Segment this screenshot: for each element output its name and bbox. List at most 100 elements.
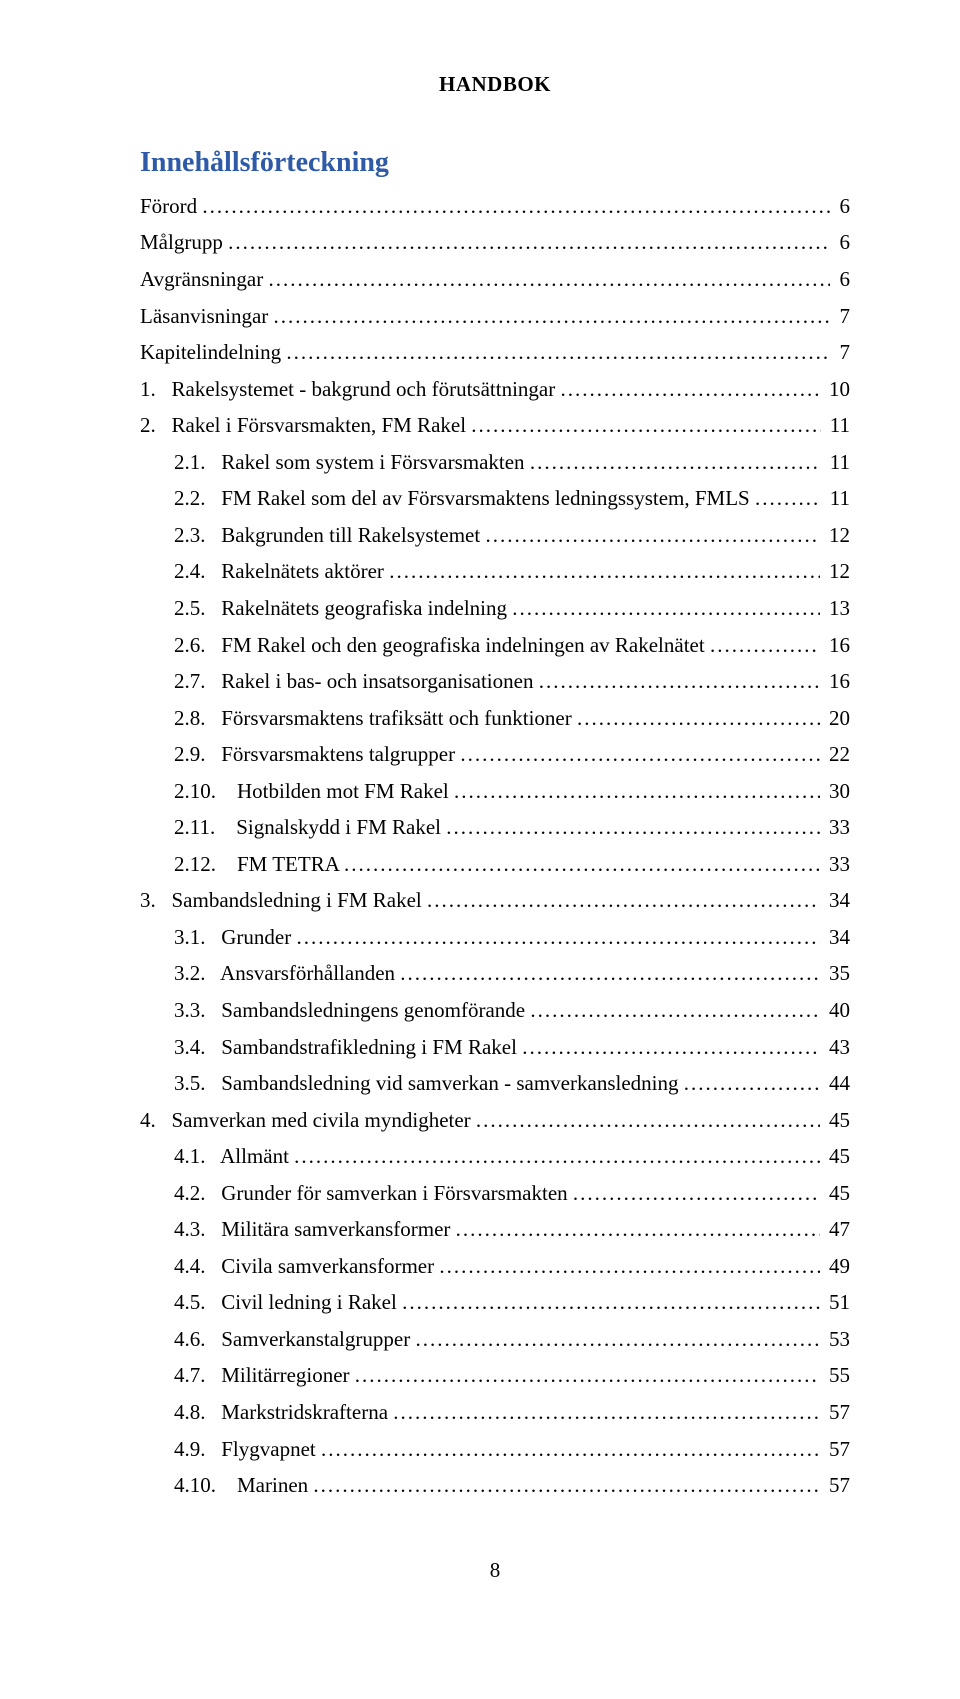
- toc-leader-dots: [355, 1359, 820, 1392]
- toc-entry-page: 20: [820, 702, 850, 735]
- toc-entry-label: 3.4. Sambandstrafikledning i FM Rakel: [140, 1031, 522, 1064]
- toc-entry: 2.5. Rakelnätets geografiska indelning 1…: [140, 590, 850, 627]
- toc-entry: 2.1. Rakel som system i Försvarsmakten 1…: [140, 444, 850, 481]
- toc-entry-label: 3.3. Sambandsledningens genomförande: [140, 994, 530, 1027]
- toc-entry-page: 30: [820, 775, 850, 808]
- toc-leader-dots: [577, 702, 820, 735]
- toc-entry-label: 2. Rakel i Försvarsmakten, FM Rakel: [140, 409, 471, 442]
- toc-entry: 4.3. Militära samverkansformer 47: [140, 1211, 850, 1248]
- toc-entry: 3.2. Ansvarsförhållanden 35: [140, 955, 850, 992]
- toc-entry: 4.4. Civila samverkansformer 49: [140, 1248, 850, 1285]
- toc-entry-page: 22: [820, 738, 850, 771]
- toc-entry-label: 3.5. Sambandsledning vid samverkan - sam…: [140, 1067, 684, 1100]
- toc-entry-label: 2.11. Signalskydd i FM Rakel: [140, 811, 446, 844]
- toc-entry: Kapitelindelning 7: [140, 334, 850, 371]
- toc-leader-dots: [512, 592, 820, 625]
- toc-entry-label: 4.1. Allmänt: [140, 1140, 294, 1173]
- toc-entry-page: 6: [830, 190, 850, 223]
- toc-entry-page: 6: [830, 263, 850, 296]
- toc-entry-label: 2.12. FM TETRA: [140, 848, 344, 881]
- toc-entry-label: 4.8. Markstridskrafterna: [140, 1396, 393, 1429]
- toc-leader-dots: [313, 1469, 819, 1502]
- toc-entry-label: 4.6. Samverkanstalgrupper: [140, 1323, 415, 1356]
- toc-leader-dots: [415, 1323, 819, 1356]
- toc-entry-page: 13: [820, 592, 850, 625]
- toc-leader-dots: [344, 848, 820, 881]
- toc-entry: 2.12. FM TETRA 33: [140, 846, 850, 883]
- toc-leader-dots: [456, 1213, 820, 1246]
- toc-entry-page: 11: [821, 446, 850, 479]
- toc-entry: 4.1. Allmänt 45: [140, 1138, 850, 1175]
- toc-leader-dots: [286, 336, 830, 369]
- toc-leader-dots: [402, 1286, 820, 1319]
- toc-entry-page: 40: [820, 994, 850, 1027]
- toc-entry: 3. Sambandsledning i FM Rakel 34: [140, 882, 850, 919]
- toc-entry-page: 57: [820, 1433, 850, 1466]
- toc-entry: 2.7. Rakel i bas- och insatsorganisation…: [140, 663, 850, 700]
- toc-leader-dots: [296, 921, 819, 954]
- toc-entry: 4.10. Marinen 57: [140, 1467, 850, 1504]
- toc-entry-page: 45: [820, 1140, 850, 1173]
- toc-entry-label: Kapitelindelning: [140, 336, 286, 369]
- toc-entry-page: 11: [821, 482, 850, 515]
- toc-entry: Målgrupp 6: [140, 224, 850, 261]
- toc-entry-page: 45: [820, 1177, 850, 1210]
- toc-entry: 2.6. FM Rakel och den geografiska indeln…: [140, 627, 850, 664]
- toc-leader-dots: [269, 263, 831, 296]
- page-number: 8: [140, 1554, 850, 1587]
- toc-entry: 3.3. Sambandsledningens genomförande 40: [140, 992, 850, 1029]
- toc-leader-dots: [710, 629, 820, 662]
- toc-entry-page: 7: [830, 336, 850, 369]
- toc-entry-label: 2.9. Försvarsmaktens talgrupper: [140, 738, 460, 771]
- toc-entry-page: 35: [820, 957, 850, 990]
- toc-entry-label: Läsanvisningar: [140, 300, 274, 333]
- toc-entry-label: 2.1. Rakel som system i Försvarsmakten: [140, 446, 530, 479]
- toc-leader-dots: [560, 373, 819, 406]
- toc-leader-dots: [294, 1140, 820, 1173]
- toc-leader-dots: [684, 1067, 820, 1100]
- toc-entry-page: 51: [820, 1286, 850, 1319]
- toc-entry-label: 3.1. Grunder: [140, 921, 296, 954]
- toc-entry-label: 4.7. Militärregioner: [140, 1359, 355, 1392]
- toc-leader-dots: [427, 884, 820, 917]
- toc-entry-label: Avgränsningar: [140, 263, 269, 296]
- toc-entry: 2.4. Rakelnätets aktörer 12: [140, 553, 850, 590]
- toc-entry: 4.7. Militärregioner 55: [140, 1357, 850, 1394]
- running-head: HANDBOK: [140, 68, 850, 101]
- toc-entry: 4.6. Samverkanstalgrupper 53: [140, 1321, 850, 1358]
- toc-entry-label: 4.4. Civila samverkansformer: [140, 1250, 439, 1283]
- toc-leader-dots: [573, 1177, 820, 1210]
- toc-entry-page: 57: [820, 1469, 850, 1502]
- table-of-contents: Förord 6Målgrupp 6Avgränsningar 6Läsanvi…: [140, 188, 850, 1504]
- toc-entry: 3.1. Grunder 34: [140, 919, 850, 956]
- toc-entry-label: 4.10. Marinen: [140, 1469, 313, 1502]
- toc-entry-label: 4.2. Grunder för samverkan i Försvarsmak…: [140, 1177, 573, 1210]
- toc-entry-page: 49: [820, 1250, 850, 1283]
- toc-leader-dots: [393, 1396, 819, 1429]
- toc-entry: 4.8. Markstridskrafterna 57: [140, 1394, 850, 1431]
- toc-entry-page: 16: [820, 629, 850, 662]
- toc-entry-label: Målgrupp: [140, 226, 228, 259]
- toc-entry: 2.3. Bakgrunden till Rakelsystemet 12: [140, 517, 850, 554]
- toc-entry: Avgränsningar 6: [140, 261, 850, 298]
- toc-entry-label: 3.2. Ansvarsförhållanden: [140, 957, 400, 990]
- toc-leader-dots: [539, 665, 820, 698]
- toc-entry-page: 43: [820, 1031, 850, 1064]
- toc-entry: 2.11. Signalskydd i FM Rakel 33: [140, 809, 850, 846]
- toc-leader-dots: [400, 957, 819, 990]
- toc-entry: 4.9. Flygvapnet 57: [140, 1431, 850, 1468]
- toc-entry-label: 2.6. FM Rakel och den geografiska indeln…: [140, 629, 710, 662]
- toc-entry-page: 44: [820, 1067, 850, 1100]
- toc-entry-label: 2.5. Rakelnätets geografiska indelning: [140, 592, 512, 625]
- toc-entry-label: 4.9. Flygvapnet: [140, 1433, 321, 1466]
- toc-entry-page: 12: [820, 555, 850, 588]
- toc-leader-dots: [530, 446, 821, 479]
- toc-leader-dots: [454, 775, 820, 808]
- toc-entry-label: 2.10. Hotbilden mot FM Rakel: [140, 775, 454, 808]
- toc-entry-page: 33: [820, 848, 850, 881]
- toc-entry-label: 2.2. FM Rakel som del av Försvarsmaktens…: [140, 482, 755, 515]
- toc-entry-page: 53: [820, 1323, 850, 1356]
- toc-leader-dots: [530, 994, 819, 1027]
- toc-entry-page: 12: [820, 519, 850, 552]
- toc-entry: 2.2. FM Rakel som del av Försvarsmaktens…: [140, 480, 850, 517]
